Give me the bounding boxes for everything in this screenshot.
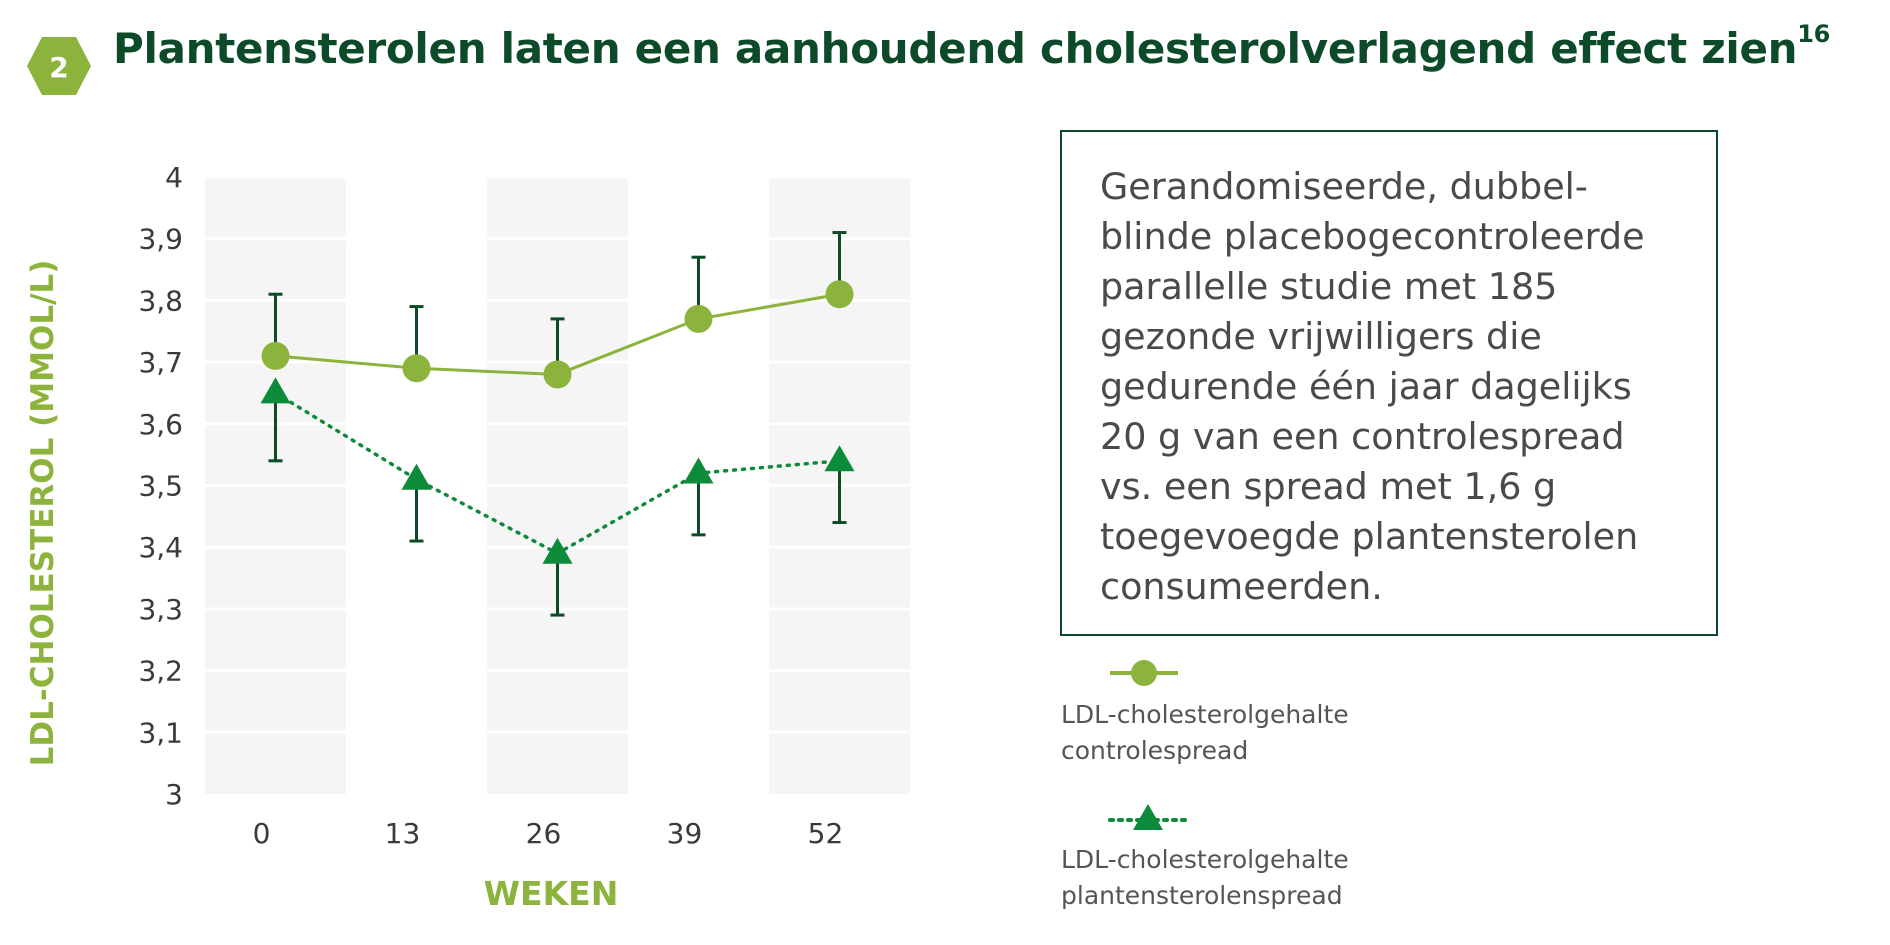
x-axis-tick-labels: 0 13 26 39 52: [253, 817, 844, 850]
y-tick-label: 3,9: [138, 223, 183, 256]
y-tick-label: 3,3: [138, 593, 183, 626]
y-tick-label: 3,5: [138, 470, 183, 503]
y-tick-label: 3,8: [138, 284, 183, 317]
x-tick-label: 39: [667, 817, 703, 850]
x-tick-label: 0: [253, 817, 271, 850]
badge-number: 2: [49, 51, 68, 84]
title-reference: 16: [1797, 20, 1831, 48]
legend-swatch-plantsterol: [1108, 804, 1188, 830]
legend-label-plantsterol: LDL-cholesterolgehalte plantensterolensp…: [1061, 845, 1349, 910]
y-tick-label: 3,4: [138, 531, 183, 564]
data-point: [261, 341, 290, 370]
data-point: [683, 457, 714, 484]
data-point: [542, 537, 573, 564]
data-point: [543, 360, 572, 389]
y-axis-tick-labels: 3 3,1 3,2 3,3 3,4 3,5 3,6 3,7 3,8 3,9 4: [138, 161, 183, 811]
data-point: [824, 445, 855, 472]
legend-swatch-control: [1110, 660, 1178, 686]
y-tick-label: 3: [165, 778, 183, 811]
header: 2 Plantensterolen laten een aanhoudend c…: [0, 0, 1890, 110]
page-title-text: Plantensterolen laten een aanhoudend cho…: [113, 24, 1798, 73]
y-tick-label: 3,6: [138, 408, 183, 441]
study-info-box: Gerandomiseerde, dubbel- blinde placebog…: [1060, 130, 1718, 636]
x-tick-label: 52: [808, 817, 844, 850]
ldl-cholesterol-chart: 33,13,23,33,43,53,63,73,83,94 0 13 26 39 52 …: [25, 161, 855, 913]
x-axis-label: WEKEN: [484, 874, 619, 913]
data-point: [684, 304, 713, 333]
y-tick-label: 3,7: [138, 346, 183, 379]
y-tick-label: 4: [165, 161, 183, 194]
data-markers: [260, 280, 855, 564]
y-axis-label: LDL-CHOLESTEROL (MMOL/L): [25, 260, 61, 767]
data-point: [260, 377, 291, 404]
x-tick-label: 26: [526, 817, 562, 850]
y-tick-label: 3,2: [138, 655, 183, 688]
section-number-badge: 2: [27, 37, 91, 95]
data-point: [402, 354, 431, 383]
data-point: [401, 463, 432, 490]
legend-label-control: LDL-cholesterolgehalte controlespread: [1061, 700, 1349, 765]
y-tick-label: 3,1: [138, 716, 183, 749]
x-tick-label: 13: [385, 817, 421, 850]
page-title: Plantensterolen laten een aanhoudend cho…: [113, 20, 1830, 73]
hexagon-icon: [27, 37, 91, 95]
study-description: Gerandomiseerde, dubbel- blinde placebog…: [1100, 165, 1645, 608]
data-point: [825, 280, 854, 309]
